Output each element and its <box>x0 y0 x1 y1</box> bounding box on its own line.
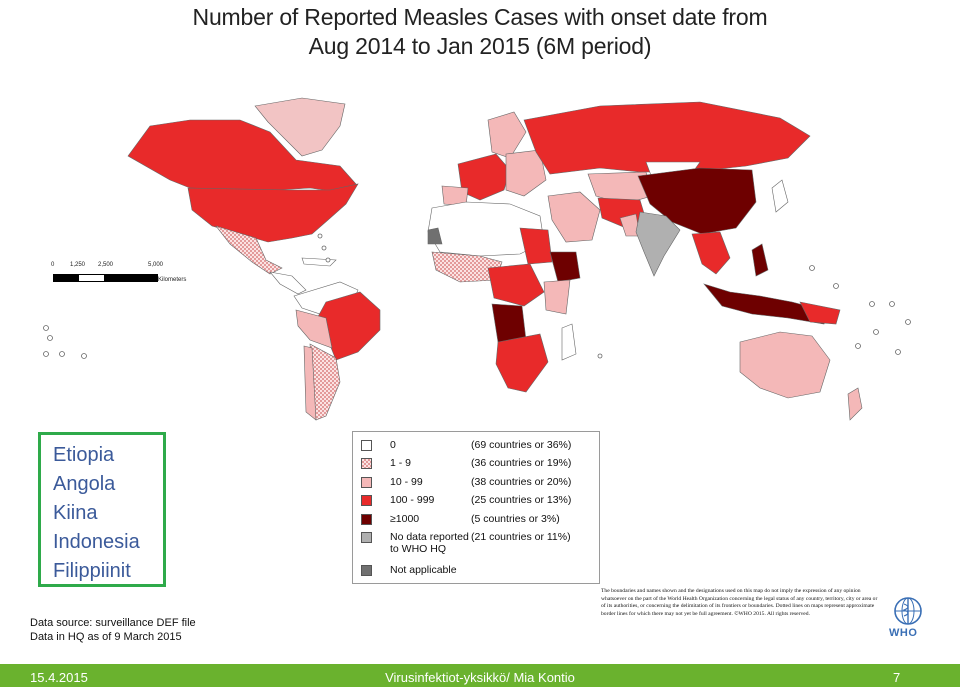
legend-swatch <box>361 477 372 488</box>
highlight-country: Indonesia <box>53 531 140 553</box>
region-southeast-asia <box>691 231 731 275</box>
region-russia <box>523 101 811 175</box>
scale-tick-1: 1,250 <box>70 262 86 268</box>
footer-bar: 15.4.2015 Virusinfektiot-yksikkö/ Mia Ko… <box>0 664 960 687</box>
region-central-africa <box>487 263 545 307</box>
legend-swatch <box>361 565 372 576</box>
scale-tick-0: 0 <box>51 262 55 268</box>
legend-label: No data reported to WHO HQ <box>390 531 469 555</box>
legend-count: (25 countries or 13%) <box>471 494 572 506</box>
map-legend: 0 (69 countries or 36%) 1 - 9 (36 countr… <box>352 431 600 584</box>
region-japan <box>771 179 789 213</box>
scale-unit: Kilometers <box>158 277 187 283</box>
who-emblem-icon <box>894 597 922 625</box>
who-logo: WHO <box>888 596 928 644</box>
map-disclaimer: The boundaries and names shown and the d… <box>601 588 878 617</box>
footer-organization: Virusinfektiot-yksikkö/ Mia Kontio <box>385 670 575 685</box>
legend-label: 0 <box>390 439 396 451</box>
world-map <box>43 97 911 421</box>
region-philippines <box>751 243 769 277</box>
map-title-line1: Number of Reported Measles Cases with on… <box>192 4 768 30</box>
who-logo-text: WHO <box>889 627 918 639</box>
legend-swatch <box>361 532 372 543</box>
scale-bar: 0 1,250 2,500 5,000 Kilometers <box>48 262 198 292</box>
region-india <box>635 211 681 277</box>
scale-tick-2: 2,500 <box>98 262 114 268</box>
region-central-america <box>269 271 307 295</box>
scale-tick-3: 5,000 <box>148 262 164 268</box>
region-southern-africa <box>495 333 549 393</box>
region-east-africa <box>543 279 571 315</box>
legend-count: (5 countries or 3%) <box>471 513 560 525</box>
highlight-country: Angola <box>53 473 116 495</box>
legend-count: (69 countries or 36%) <box>471 439 572 451</box>
region-eastern-europe <box>505 149 547 197</box>
map-title-line2: Aug 2014 to Jan 2015 (6M period) <box>308 33 652 59</box>
region-australia <box>739 331 831 399</box>
region-greenland <box>254 97 346 157</box>
region-new-zealand <box>847 387 863 421</box>
data-source-line1: Data source: surveillance DEF file <box>30 617 196 629</box>
region-peru-bolivia <box>295 309 333 349</box>
highlight-country: Filippiinit <box>53 560 131 582</box>
scale-segment-3 <box>104 274 158 282</box>
legend-label: 10 - 99 <box>390 476 423 488</box>
data-source: Data source: surveillance DEF file Data … <box>30 616 196 644</box>
region-caribbean <box>301 257 337 267</box>
region-sudan <box>519 227 553 265</box>
region-ethiopia <box>549 251 581 283</box>
highlight-country: Kiina <box>53 502 98 524</box>
region-scandinavia <box>487 111 527 159</box>
legend-swatch <box>361 458 372 469</box>
legend-swatch <box>361 514 372 525</box>
data-source-line2: Data in HQ as of 9 March 2015 <box>30 631 182 643</box>
region-mexico <box>215 225 283 275</box>
legend-swatch <box>361 440 372 451</box>
region-usa <box>187 183 359 243</box>
region-madagascar <box>561 323 577 361</box>
legend-swatch <box>361 495 372 506</box>
legend-label: ≥1000 <box>390 513 420 525</box>
scale-segment-2 <box>78 274 106 282</box>
legend-label: 1 - 9 <box>390 457 412 469</box>
legend-count: (36 countries or 19%) <box>471 457 572 469</box>
highlight-country: Etiopia <box>53 444 115 466</box>
region-angola <box>491 303 527 343</box>
region-middle-east <box>547 191 601 243</box>
legend-count: (38 countries or 20%) <box>471 476 572 488</box>
highlight-countries-box: Etiopia Angola Kiina Indonesia Filippiin… <box>38 432 166 587</box>
legend-count: (21 countries or 11%) <box>471 531 571 543</box>
footer-page-number: 7 <box>893 670 901 685</box>
legend-label: Not applicable <box>390 564 457 576</box>
scale-segment-1 <box>53 274 80 282</box>
region-chile <box>303 345 317 421</box>
region-papua <box>799 301 841 325</box>
region-western-sahara <box>427 227 443 245</box>
legend-label: 100 - 999 <box>390 494 435 506</box>
footer-date: 15.4.2015 <box>30 670 88 685</box>
